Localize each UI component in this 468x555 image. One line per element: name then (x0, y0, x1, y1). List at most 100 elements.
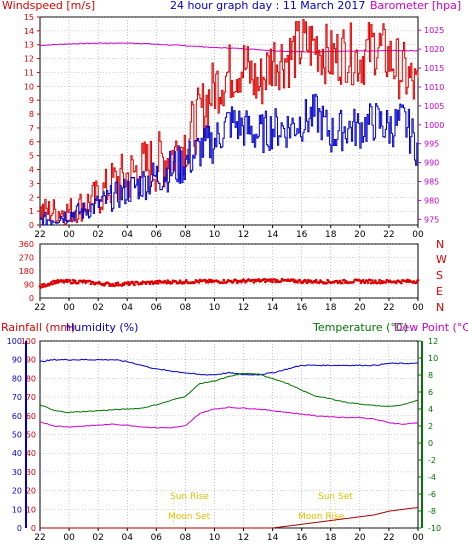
temperature-ytick-label: 4 (428, 405, 433, 414)
direction-point (206, 281, 210, 284)
humidity-ytick-label: 80 (12, 374, 22, 383)
panel-3-xtick-label: 04 (122, 533, 134, 543)
direction-ytick-label: 0 (29, 294, 34, 303)
direction-point (61, 279, 65, 282)
panel-2-xtick-label: 22 (34, 303, 45, 313)
barometer-ytick-label: 1025 (424, 26, 444, 35)
panel-2-xtick-label: 16 (296, 303, 308, 313)
panel-1-xtick-label: 16 (296, 230, 308, 240)
panel-1-xtick-label: 02 (92, 230, 103, 240)
humidity-ytick-label: 30 (12, 468, 22, 477)
rainfall-ytick-label: 100 (21, 337, 36, 346)
panel-2-xtick-label: 00 (412, 303, 424, 313)
direction-point (384, 281, 388, 284)
wind-ytick-label: 1 (29, 207, 34, 216)
panel-1-xtick-label: 12 (238, 230, 249, 240)
temperature-ytick-label: 6 (428, 388, 433, 397)
humidity-ytick-label: 90 (12, 356, 22, 365)
direction-ytick-label: 90 (24, 281, 34, 290)
direction-point (264, 280, 267, 284)
wind-ytick-label: 0 (29, 221, 34, 230)
direction-point (379, 281, 382, 285)
rainfall-ytick-label: 40 (26, 449, 36, 458)
direction-point (273, 278, 277, 281)
temperature-ytick-label: 12 (428, 337, 438, 346)
panel-2-xtick-label: 08 (180, 303, 192, 313)
wind-ytick-label: 8 (29, 110, 34, 119)
rainfall-ytick-label: 60 (26, 412, 36, 421)
direction-point (68, 279, 72, 282)
panel-3-xtick-label: 18 (325, 533, 337, 543)
wind-ytick-label: 15 (24, 13, 34, 22)
direction-point (394, 281, 398, 285)
direction-point (366, 281, 370, 285)
direction-point (210, 278, 213, 282)
direction-point (252, 281, 256, 284)
panel-1-xtick-label: 22 (383, 230, 394, 240)
direction-point (148, 282, 152, 286)
panel-1-xtick-label: 18 (325, 230, 337, 240)
temperature-ytick-label: -10 (428, 524, 441, 533)
moon-set-label: Moon Set (168, 512, 211, 522)
rainfall-line (40, 506, 419, 529)
direction-point (193, 281, 196, 284)
direction-point (251, 278, 255, 282)
dewpoint-axis-label: Dew Point (°C) (394, 321, 468, 334)
panel-1-xtick-label: 00 (63, 230, 75, 240)
chart-marks-layer: 0123456789101112131415975980985990995100… (7, 13, 447, 543)
panel-1-xtick-label: 22 (34, 230, 45, 240)
panel-3-xtick-label: 08 (180, 533, 192, 543)
direction-point (365, 279, 369, 283)
barometer-axis-label: Barometer [hpa] (370, 0, 461, 12)
panel-2-xtick-label: 04 (122, 303, 134, 313)
panel-3-xtick-label: 06 (151, 533, 163, 543)
direction-point (416, 278, 420, 282)
barometer-ytick-label: 1020 (424, 45, 444, 54)
direction-point (122, 283, 126, 287)
panel-2-xtick-label: 18 (325, 303, 337, 313)
direction-point (373, 281, 376, 284)
humidity-ytick-label: 100 (7, 337, 22, 346)
direction-point (71, 278, 75, 282)
direction-point (157, 282, 160, 285)
panel-1-xtick-label: 00 (412, 230, 424, 240)
panel-3-xtick-label: 14 (267, 533, 279, 543)
direction-point (274, 280, 278, 284)
panel-2-xtick-label: 06 (151, 303, 163, 313)
temperature-ytick-label: 8 (428, 371, 433, 380)
direction-point (221, 281, 225, 285)
panel-2-xtick-label: 14 (267, 303, 279, 313)
temperature-axis-label: Temperature (°C) (312, 321, 408, 334)
direction-point (222, 278, 226, 282)
wind-ytick-label: 3 (29, 179, 34, 188)
direction-point (52, 279, 55, 283)
panel-3-xtick-label: 02 (92, 533, 103, 543)
barometer-ytick-label: 980 (424, 196, 439, 205)
wind-ytick-label: 6 (29, 138, 34, 147)
rainfall-ytick-label: 70 (26, 393, 36, 402)
direction-point (203, 278, 207, 282)
direction-point (113, 284, 117, 288)
direction-point (378, 278, 381, 282)
rainfall-ytick-label: 50 (26, 431, 36, 440)
direction-point (313, 280, 317, 284)
windspeed-axis-label: Windspeed [m/s] (2, 0, 95, 12)
compass-label: E (436, 285, 443, 298)
temperature-line (39, 372, 419, 414)
moon-rise-label: Moon Rise (298, 512, 345, 522)
wind-ytick-label: 10 (24, 82, 34, 91)
panel-2-xtick-label: 02 (92, 303, 103, 313)
barometer-ytick-label: 985 (424, 178, 439, 187)
direction-ytick-label: 180 (19, 267, 34, 276)
direction-point (338, 279, 342, 283)
direction-point (270, 278, 273, 281)
panel-1-xtick-label: 10 (209, 230, 221, 240)
humidity-ytick-label: 40 (12, 449, 22, 458)
barometer-ytick-label: 995 (424, 140, 439, 149)
direction-point (343, 278, 346, 282)
sun-set-label: Sun Set (318, 492, 353, 502)
rainfall-ytick-label: 90 (26, 356, 36, 365)
direction-point (271, 280, 274, 284)
barometer-ytick-label: 975 (424, 215, 439, 224)
direction-point (305, 281, 309, 285)
